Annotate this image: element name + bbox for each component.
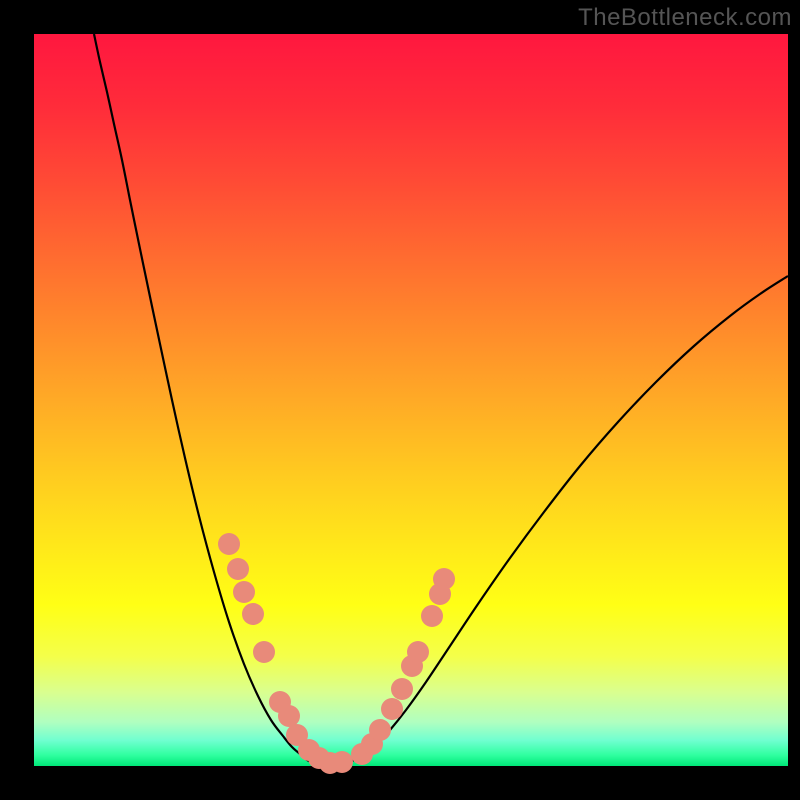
bottleneck-chart — [0, 0, 800, 800]
data-marker — [369, 719, 391, 741]
data-marker — [421, 605, 443, 627]
data-marker — [331, 751, 353, 773]
watermark-text: TheBottleneck.com — [578, 4, 792, 32]
chart-container: { "watermark": { "text": "TheBottleneck.… — [0, 0, 800, 800]
data-marker — [433, 568, 455, 590]
data-marker — [242, 603, 264, 625]
data-marker — [233, 581, 255, 603]
data-marker — [381, 698, 403, 720]
data-marker — [391, 678, 413, 700]
data-marker — [407, 641, 429, 663]
data-marker — [227, 558, 249, 580]
data-marker — [278, 705, 300, 727]
data-marker — [253, 641, 275, 663]
data-marker — [218, 533, 240, 555]
